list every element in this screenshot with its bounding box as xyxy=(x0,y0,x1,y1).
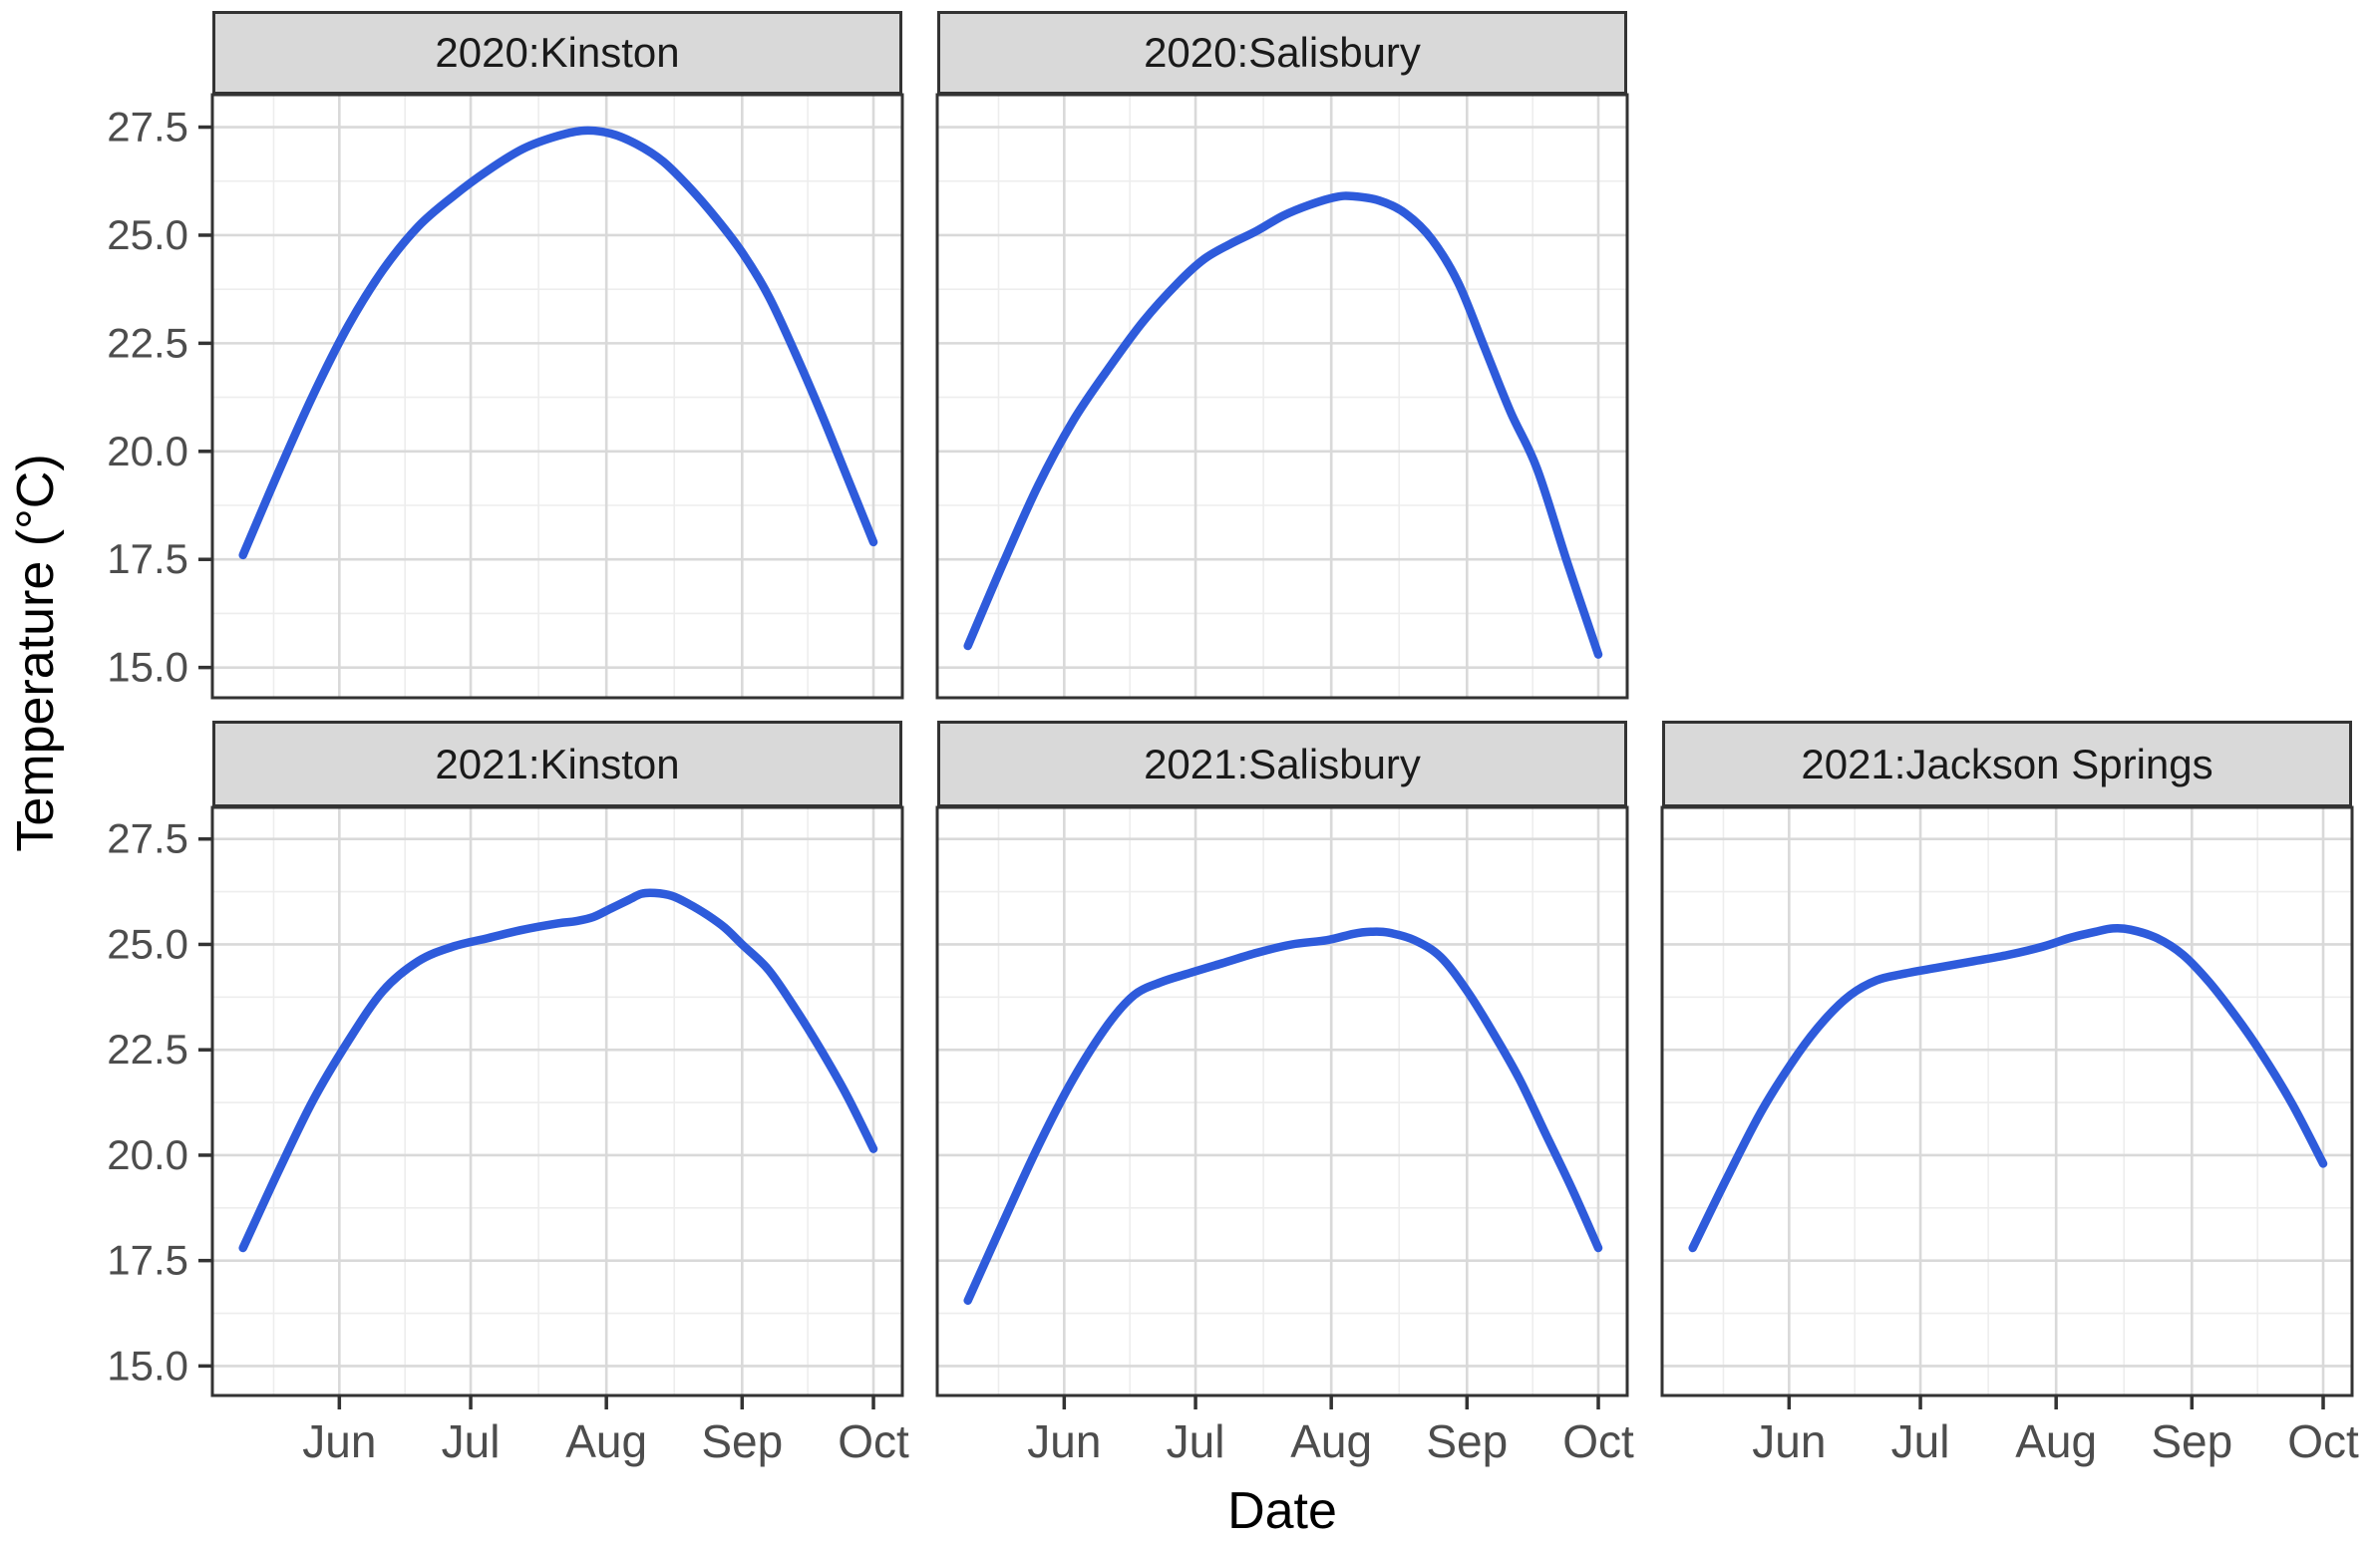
y-tick-label: 22.5 xyxy=(107,1026,188,1073)
y-tick-label: 22.5 xyxy=(107,319,188,366)
y-axis-title: Temperature (°C) xyxy=(7,454,65,852)
panel-border xyxy=(935,93,1629,700)
x-tick-label: Jul xyxy=(442,1415,501,1467)
x-tick-label: Oct xyxy=(2287,1415,2359,1467)
x-axis-title: Date xyxy=(1227,1482,1337,1540)
x-tick-label: Jun xyxy=(1752,1415,1826,1467)
y-tick-label: 27.5 xyxy=(107,815,188,862)
facet-strip-label: 2021:Salisbury xyxy=(1144,740,1421,787)
panel-border xyxy=(1660,805,2354,1397)
facet-strip-2021-jackson-springs: 2021:Jackson Springs xyxy=(1662,721,2352,807)
x-tick-label: Sep xyxy=(2151,1415,2232,1467)
x-tick-label: Sep xyxy=(1426,1415,1508,1467)
x-tick-label: Oct xyxy=(838,1415,909,1467)
x-tick-label: Sep xyxy=(701,1415,783,1467)
facet-panel: Jun Jul Aug Sep Oct xyxy=(935,805,1634,1467)
y-tick-label: 15.0 xyxy=(107,644,188,691)
y-tick-label: 17.5 xyxy=(107,1237,188,1284)
facet-strip-label: 2020:Salisbury xyxy=(1144,29,1421,76)
facet-strip-label: 2021:Kinston xyxy=(435,740,680,787)
facet-strip-2020-kinston: 2020:Kinston xyxy=(212,11,902,95)
x-tick-label: Jul xyxy=(1167,1415,1225,1467)
smooth-line-2020-salisbury xyxy=(963,191,1603,659)
y-tick-label: 15.0 xyxy=(107,1342,188,1389)
x-tick-label: Oct xyxy=(1562,1415,1634,1467)
y-tick-label: 25.0 xyxy=(107,211,188,258)
x-tick-label: Aug xyxy=(2015,1415,2097,1467)
smooth-line-2021-salisbury xyxy=(963,927,1603,1306)
y-tick-label: 17.5 xyxy=(107,535,188,582)
smooth-line-2021-kinston xyxy=(238,888,878,1253)
panel-border xyxy=(210,93,904,700)
facet-strip-2020-salisbury: 2020:Salisbury xyxy=(937,11,1627,95)
facet-panel xyxy=(935,93,1629,700)
facet-panel: Jun Jul Aug Sep Oct 15.0 17.5 20.0 22.5 25.0 27.5 xyxy=(107,805,909,1467)
x-tick-label: Aug xyxy=(1290,1415,1372,1467)
y-tick-label: 20.0 xyxy=(107,1131,188,1178)
facet-strip-label: 2021:Jackson Springs xyxy=(1801,740,2213,787)
x-tick-label: Jul xyxy=(1891,1415,1950,1467)
y-tick-label: 25.0 xyxy=(107,920,188,967)
y-tick-label: 27.5 xyxy=(107,104,188,151)
panel-border xyxy=(210,805,904,1397)
smooth-line-2021-jackson-springs xyxy=(1688,923,2328,1253)
facet-panel: Jun Jul Aug Sep Oct xyxy=(1660,805,2359,1467)
facet-strip-2021-kinston: 2021:Kinston xyxy=(212,721,902,807)
facet-panel: 15.0 17.5 20.0 22.5 25.0 27.5 xyxy=(107,93,904,700)
x-tick-label: Aug xyxy=(565,1415,647,1467)
facet-strip-label: 2020:Kinston xyxy=(435,29,680,76)
panel-border xyxy=(935,805,1629,1397)
x-tick-label: Jun xyxy=(302,1415,376,1467)
facet-strip-2021-salisbury: 2021:Salisbury xyxy=(937,721,1627,807)
y-tick-label: 20.0 xyxy=(107,428,188,474)
smooth-line-2020-kinston xyxy=(238,126,878,560)
x-tick-label: Jun xyxy=(1027,1415,1101,1467)
